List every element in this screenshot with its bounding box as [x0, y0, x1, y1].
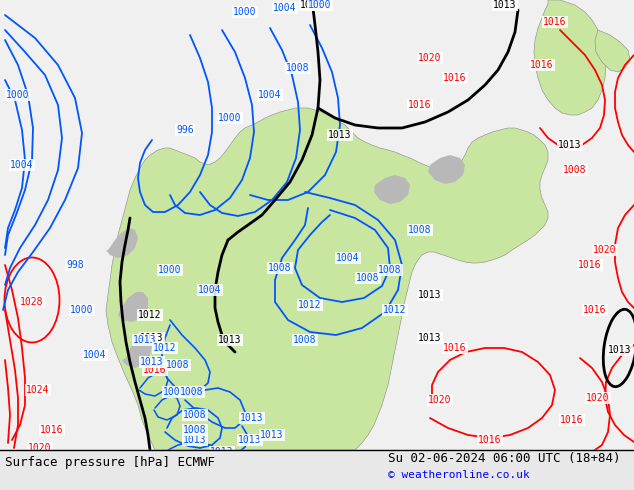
- Text: 1016: 1016: [583, 305, 607, 315]
- Text: 1012: 1012: [153, 343, 177, 353]
- Text: 1004: 1004: [198, 285, 222, 295]
- Text: 1008: 1008: [163, 387, 187, 397]
- Text: 1000: 1000: [70, 305, 94, 315]
- Text: 1008: 1008: [183, 425, 207, 435]
- Text: 1004: 1004: [10, 160, 34, 170]
- Text: 1016: 1016: [443, 73, 467, 83]
- Text: 1016: 1016: [560, 415, 584, 425]
- Text: 1000: 1000: [6, 90, 30, 100]
- Text: 1028: 1028: [20, 297, 44, 307]
- Text: 1008: 1008: [378, 265, 402, 275]
- Text: 1013: 1013: [559, 140, 582, 150]
- Text: 1016: 1016: [578, 260, 602, 270]
- Text: 1013: 1013: [133, 335, 157, 345]
- Text: 1020: 1020: [428, 395, 452, 405]
- Text: 1000: 1000: [308, 0, 332, 10]
- Text: 1008: 1008: [286, 63, 310, 73]
- Text: 1012: 1012: [138, 310, 162, 320]
- Bar: [0, 450, 634, 490]
- Text: 1013: 1013: [218, 335, 242, 345]
- Text: 1013: 1013: [210, 447, 234, 457]
- Text: 1000: 1000: [218, 113, 242, 123]
- Text: 1016: 1016: [530, 60, 553, 70]
- Text: 1016: 1016: [40, 425, 64, 435]
- Text: 1013: 1013: [301, 0, 324, 10]
- Text: 1013: 1013: [608, 345, 631, 355]
- Text: Su 02-06-2024 06:00 UTC (18+84): Su 02-06-2024 06:00 UTC (18+84): [388, 451, 621, 465]
- Text: 1004: 1004: [83, 350, 107, 360]
- Text: 1008: 1008: [180, 387, 204, 397]
- Text: 1008: 1008: [563, 165, 586, 175]
- Text: 1008: 1008: [166, 360, 190, 370]
- Text: 1020: 1020: [29, 443, 52, 453]
- Text: 1013: 1013: [140, 333, 164, 343]
- Text: 1013: 1013: [240, 413, 264, 423]
- Text: 1024: 1024: [26, 385, 49, 395]
- Text: 1013: 1013: [260, 430, 284, 440]
- Polygon shape: [534, 0, 606, 115]
- Text: 1013: 1013: [238, 435, 262, 445]
- Text: Surface pressure [hPa] ECMWF: Surface pressure [hPa] ECMWF: [5, 456, 215, 468]
- Text: 1004: 1004: [336, 253, 359, 263]
- Text: 1012: 1012: [383, 305, 407, 315]
- Text: 1004: 1004: [258, 90, 281, 100]
- Polygon shape: [106, 228, 138, 258]
- Text: 1000: 1000: [158, 265, 182, 275]
- Polygon shape: [374, 175, 410, 204]
- Text: 1008: 1008: [356, 273, 380, 283]
- Text: 996: 996: [176, 125, 194, 135]
- Text: 998: 998: [66, 260, 84, 270]
- Text: 1016: 1016: [143, 365, 167, 375]
- Text: 1013: 1013: [183, 435, 207, 445]
- Text: 1013: 1013: [418, 333, 442, 343]
- Text: 1016: 1016: [443, 343, 467, 353]
- Text: 1020: 1020: [418, 53, 442, 63]
- Polygon shape: [122, 338, 152, 368]
- Text: 1016: 1016: [543, 17, 567, 27]
- Text: 1008: 1008: [183, 410, 207, 420]
- Text: 1016: 1016: [478, 435, 501, 445]
- Polygon shape: [428, 155, 465, 184]
- Text: 1013: 1013: [493, 0, 517, 10]
- Text: 1008: 1008: [408, 225, 432, 235]
- Text: 1020: 1020: [586, 393, 610, 403]
- Text: 1008: 1008: [294, 335, 317, 345]
- Text: © weatheronline.co.uk: © weatheronline.co.uk: [388, 470, 530, 480]
- Text: 1016: 1016: [408, 100, 432, 110]
- Text: 1020: 1020: [593, 245, 617, 255]
- Polygon shape: [595, 30, 630, 72]
- Polygon shape: [118, 292, 148, 322]
- Text: 1000: 1000: [233, 7, 257, 17]
- Text: 1013: 1013: [328, 130, 352, 140]
- Text: 1008: 1008: [268, 263, 292, 273]
- Polygon shape: [106, 108, 548, 450]
- Text: 1004: 1004: [273, 3, 297, 13]
- Text: 1012: 1012: [298, 300, 321, 310]
- Text: 1013: 1013: [140, 357, 164, 367]
- Text: 1013: 1013: [418, 290, 442, 300]
